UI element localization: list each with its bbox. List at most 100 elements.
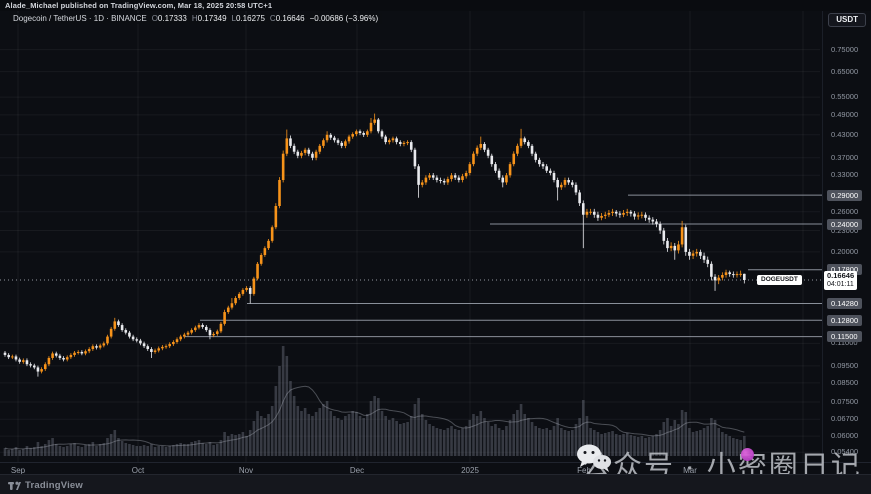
candle-body xyxy=(713,276,717,281)
candle-body xyxy=(413,149,417,167)
candlestick-chart-canvas[interactable] xyxy=(0,11,871,474)
candle-body xyxy=(625,211,629,213)
volume-bar xyxy=(263,418,267,456)
candle-body xyxy=(530,145,534,154)
tradingview-logo[interactable]: TradingView xyxy=(8,479,83,491)
volume-ma-line xyxy=(4,385,745,450)
volume-bar xyxy=(124,443,128,456)
price-scale-label: 0.09500 xyxy=(831,360,859,370)
volume-bar xyxy=(589,428,592,456)
candle-body xyxy=(362,133,365,135)
volume-bar xyxy=(732,438,735,456)
candle-body xyxy=(54,353,58,356)
open-value: 0.17333 xyxy=(157,14,187,23)
volume-bar xyxy=(267,414,270,456)
candle-body xyxy=(106,336,109,344)
candle-body xyxy=(43,364,47,370)
volume-bar xyxy=(490,426,494,456)
candle-body xyxy=(406,142,409,144)
volume-bar xyxy=(592,430,596,456)
candle-body xyxy=(142,343,146,347)
volume-bar xyxy=(32,447,36,456)
candle-body xyxy=(479,143,483,148)
volume-bar xyxy=(329,411,333,456)
volume-bar xyxy=(205,444,208,456)
candle-body xyxy=(453,175,457,178)
candle-body xyxy=(695,251,699,254)
volume-bar xyxy=(472,414,475,456)
volume-bar xyxy=(702,428,706,456)
candle-body xyxy=(241,289,245,294)
volume-bar xyxy=(73,443,76,456)
candle-body xyxy=(706,259,710,264)
symbol-title[interactable]: Dogecoin / TetherUS · 1D · BINANCE xyxy=(13,14,147,23)
volume-bar xyxy=(446,428,450,456)
candle-body xyxy=(223,312,226,324)
candle-body xyxy=(428,175,431,178)
volume-bar xyxy=(175,444,179,456)
price-scale-label: 0.65000 xyxy=(831,66,859,76)
candle-body xyxy=(95,346,98,348)
volume-bar xyxy=(706,426,710,456)
close-label: C xyxy=(269,14,276,23)
open-label: O xyxy=(151,14,158,23)
volume-bar xyxy=(373,396,376,456)
volume-bar xyxy=(102,443,106,456)
volume-bar xyxy=(29,448,32,456)
candle-body xyxy=(457,177,461,181)
volume-bar xyxy=(311,416,314,456)
candle-body xyxy=(395,138,398,143)
volume-bar xyxy=(36,442,40,456)
volume-bar xyxy=(614,434,618,456)
volume-bar xyxy=(728,436,731,456)
candle-body xyxy=(655,221,658,225)
candle-body xyxy=(179,336,182,340)
candle-body xyxy=(340,142,344,146)
volume-bar xyxy=(314,412,318,456)
volume-bar xyxy=(710,418,713,456)
volume-bar xyxy=(713,420,717,456)
currency-toggle-usdt[interactable]: USDT xyxy=(828,13,866,27)
candle-body xyxy=(80,351,84,354)
time-axis-label: 2025 xyxy=(461,466,479,475)
volume-bar xyxy=(596,432,600,456)
volume-bar xyxy=(58,446,62,456)
price-scale-label: 0.06000 xyxy=(831,431,859,441)
volume-bar xyxy=(351,411,354,456)
candle-body xyxy=(300,152,303,156)
candle-body xyxy=(22,360,25,362)
candle-body xyxy=(647,217,651,220)
candle-body xyxy=(336,140,340,143)
candle-body xyxy=(373,119,376,123)
candle-body xyxy=(658,224,662,231)
volume-bar xyxy=(190,442,193,456)
volume-bar xyxy=(208,442,212,456)
volume-bar xyxy=(230,434,234,456)
time-axis-label: Sep xyxy=(10,466,26,475)
candle-body xyxy=(556,180,559,188)
candle-body xyxy=(139,340,142,344)
chart-pane[interactable]: Dogecoin / TetherUS · 1D · BINANCE O0.173… xyxy=(0,11,871,483)
candle-body xyxy=(431,175,435,178)
volume-bar xyxy=(241,432,245,456)
volume-bar xyxy=(402,423,406,456)
candle-body xyxy=(739,273,742,275)
candle-body xyxy=(150,349,153,352)
volume-bar xyxy=(292,396,296,456)
low-value: 0.16275 xyxy=(236,14,265,23)
candle-body xyxy=(519,138,523,146)
candle-body xyxy=(560,184,563,188)
price-scale-label: 0.06700 xyxy=(831,414,859,424)
candle-body xyxy=(25,360,29,365)
chart-legend[interactable]: Dogecoin / TetherUS · 1D · BINANCE O0.173… xyxy=(9,13,383,24)
candle-body xyxy=(377,119,380,132)
volume-bar xyxy=(662,422,666,456)
candle-body xyxy=(545,166,548,171)
candle-body xyxy=(164,346,168,348)
candle-body xyxy=(508,164,512,176)
candle-body xyxy=(446,179,450,183)
volume-bar xyxy=(139,446,142,456)
candle-body xyxy=(691,253,695,256)
volume-bar xyxy=(453,429,457,456)
high-label: H xyxy=(191,14,198,23)
